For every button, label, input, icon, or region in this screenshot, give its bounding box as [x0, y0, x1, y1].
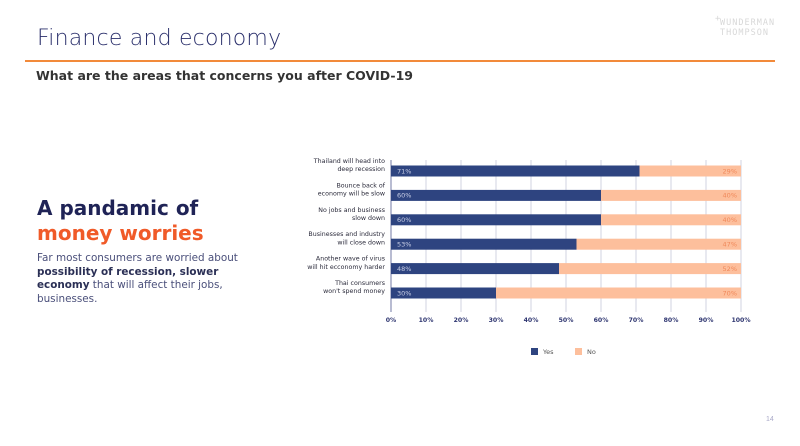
- x-tick-label: 90%: [699, 317, 714, 324]
- bar-yes-value: 30%: [397, 289, 411, 297]
- x-tick-label: 0%: [386, 317, 397, 324]
- x-tick-label: 30%: [489, 317, 504, 324]
- category-label: will close down: [337, 239, 385, 246]
- grid-lines: [390, 160, 742, 312]
- category-label: Thailand will head into: [313, 158, 385, 165]
- x-tick-label: 20%: [454, 317, 469, 324]
- bar-no-value: 47%: [723, 241, 737, 249]
- bar-no-value: 70%: [723, 289, 737, 297]
- category-label: No jobs and business: [318, 207, 385, 214]
- bar-no-value: 29%: [723, 167, 737, 175]
- category-label: deep recession: [337, 166, 385, 173]
- category-label: won't spend money: [323, 288, 385, 295]
- legend-label-yes: Yes: [542, 348, 554, 356]
- bar-yes-value: 60%: [397, 192, 411, 200]
- category-label: Bounce back of: [336, 182, 385, 189]
- category-label: Businesses and industry: [308, 231, 385, 238]
- x-tick-label: 10%: [419, 317, 434, 324]
- bar-yes: [391, 238, 577, 250]
- headline: A pandamic of money worries: [37, 196, 204, 246]
- category-label: economy will be slow: [318, 191, 385, 198]
- bar-no-value: 40%: [723, 216, 737, 224]
- bar-no: [601, 189, 741, 201]
- bar-yes: [391, 189, 601, 201]
- bar-no: [601, 214, 741, 226]
- orange-divider: [25, 60, 775, 62]
- summary-part-1: Far most consumers are worried about: [37, 252, 238, 264]
- bar-yes: [391, 214, 601, 226]
- x-tick-label: 80%: [664, 317, 679, 324]
- bars: [391, 165, 741, 299]
- bar-yes: [391, 287, 496, 299]
- x-tick-label: 100%: [731, 317, 750, 324]
- bar-no: [559, 263, 741, 275]
- x-tick-label: 70%: [629, 317, 644, 324]
- labels: 0% 10% 20% 30% 40% 50% 60% 70% 80% 90% 100% 71% 29% T…: [307, 158, 750, 324]
- bar-yes-value: 71%: [397, 167, 411, 175]
- summary-part-2: that will affect their jobs, businesses.: [37, 279, 223, 305]
- category-label: will hit ecconomy harder: [307, 264, 385, 271]
- plus-icon: +: [715, 14, 722, 24]
- category-label: Another wave of virus: [316, 256, 385, 263]
- bar-yes-value: 53%: [397, 241, 411, 249]
- legend-label-no: No: [587, 348, 596, 356]
- bar-no: [496, 287, 741, 299]
- x-tick-label: 50%: [559, 317, 574, 324]
- summary-text: Far most consumers are worried about pos…: [37, 252, 267, 306]
- x-tick-label: 60%: [594, 317, 609, 324]
- bar-no: [576, 238, 741, 250]
- category-label: Thai consumers: [334, 280, 385, 287]
- headline-line-1: A pandamic of: [37, 196, 199, 220]
- logo-line-1: WUNDERMAN: [720, 18, 776, 28]
- headline-line-2: money worries: [37, 221, 204, 245]
- bar-yes-value: 48%: [397, 265, 411, 273]
- bar-no: [639, 165, 741, 177]
- category-label: slow down: [352, 215, 385, 222]
- legend: Yes No: [531, 348, 596, 356]
- summary-bold: possibility of recession, slower economy: [37, 265, 219, 292]
- page-title: Finance and economy: [37, 26, 282, 51]
- bar-yes: [391, 165, 640, 177]
- x-tick-label: 40%: [524, 317, 539, 324]
- bar-yes-value: 60%: [397, 216, 411, 224]
- bar-yes: [391, 263, 559, 275]
- bar-no-value: 52%: [723, 265, 737, 273]
- chart-question: What are the areas that concerns you aft…: [36, 68, 413, 83]
- legend-swatch-no: [575, 348, 582, 355]
- page-number: 14: [766, 416, 774, 423]
- bar-no-value: 40%: [723, 192, 737, 200]
- legend-swatch-yes: [531, 348, 538, 355]
- logo-line-2: THOMPSON: [720, 28, 769, 38]
- brand-logo: + WUNDERMAN THOMPSON: [715, 14, 776, 38]
